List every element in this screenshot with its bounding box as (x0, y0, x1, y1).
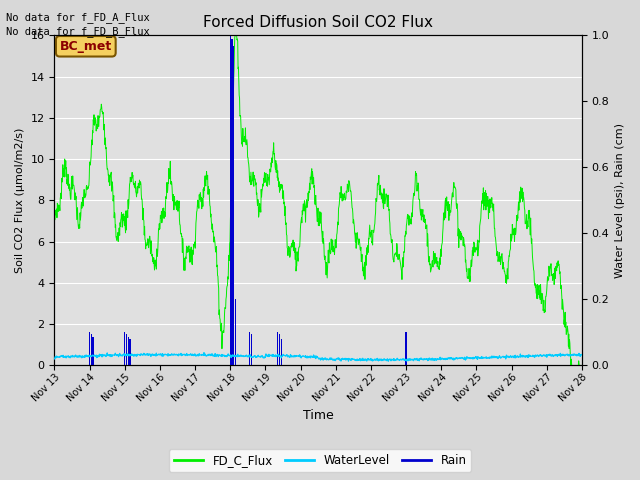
Bar (233, 46, 234, 365)
Bar (127, 336, 129, 365)
Text: BC_met: BC_met (60, 40, 112, 53)
Bar (279, 335, 280, 365)
Bar (89, 333, 90, 365)
Bar (251, 335, 252, 365)
Text: No data for f_FD_B_Flux: No data for f_FD_B_Flux (6, 26, 150, 37)
X-axis label: Time: Time (303, 409, 333, 422)
Bar (126, 335, 127, 365)
Bar (249, 333, 250, 365)
Bar (405, 333, 407, 365)
Legend: FD_C_Flux, WaterLevel, Rain: FD_C_Flux, WaterLevel, Rain (169, 449, 471, 472)
Y-axis label: Soil CO2 Flux (μmol/m2/s): Soil CO2 Flux (μmol/m2/s) (15, 128, 25, 273)
Text: No data for f_FD_A_Flux: No data for f_FD_A_Flux (6, 12, 150, 23)
Bar (129, 338, 131, 365)
Title: Forced Diffusion Soil CO2 Flux: Forced Diffusion Soil CO2 Flux (203, 15, 433, 30)
Bar (230, 36, 231, 365)
Bar (91, 335, 92, 365)
Bar (124, 333, 125, 365)
Bar (280, 338, 282, 365)
Bar (92, 336, 94, 365)
Bar (231, 39, 233, 365)
Bar (235, 300, 236, 365)
Bar (277, 333, 278, 365)
Y-axis label: Water Level (psi), Rain (cm): Water Level (psi), Rain (cm) (615, 123, 625, 278)
